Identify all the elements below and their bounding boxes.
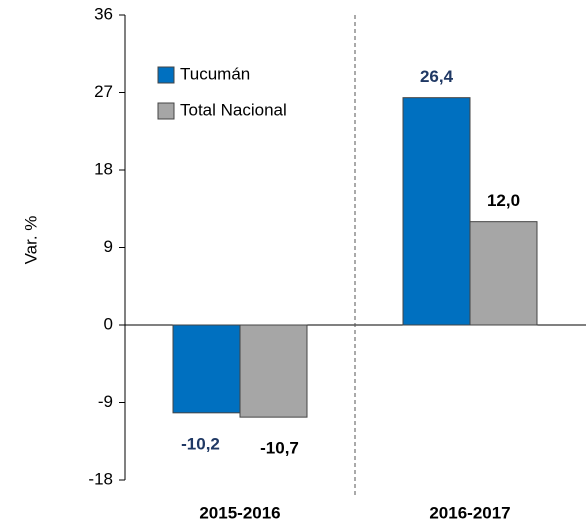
legend-label: Tucumán xyxy=(180,64,250,83)
y-axis-label: Var. % xyxy=(21,216,40,265)
value-label: -10,7 xyxy=(260,439,299,458)
y-tick-label: 36 xyxy=(94,4,113,23)
bar xyxy=(239,324,308,418)
x-tick-label: 2016-2017 xyxy=(429,503,510,522)
legend-swatch xyxy=(157,66,175,84)
legend-swatch xyxy=(157,102,175,120)
legend-label: Total Nacional xyxy=(180,100,287,119)
y-tick-label: 27 xyxy=(94,82,113,101)
y-tick-label: 18 xyxy=(94,159,113,178)
value-label: -10,2 xyxy=(181,434,220,453)
bar xyxy=(172,324,241,414)
x-tick-label: 2015-2016 xyxy=(199,503,280,522)
y-tick-label: 0 xyxy=(104,314,113,333)
bar xyxy=(402,97,471,326)
value-label: 26,4 xyxy=(420,67,454,86)
bar xyxy=(469,221,538,326)
value-label: 12,0 xyxy=(487,191,520,210)
y-tick-label: 9 xyxy=(104,237,113,256)
y-tick-label: -9 xyxy=(98,392,113,411)
y-tick-label: -18 xyxy=(88,469,113,488)
